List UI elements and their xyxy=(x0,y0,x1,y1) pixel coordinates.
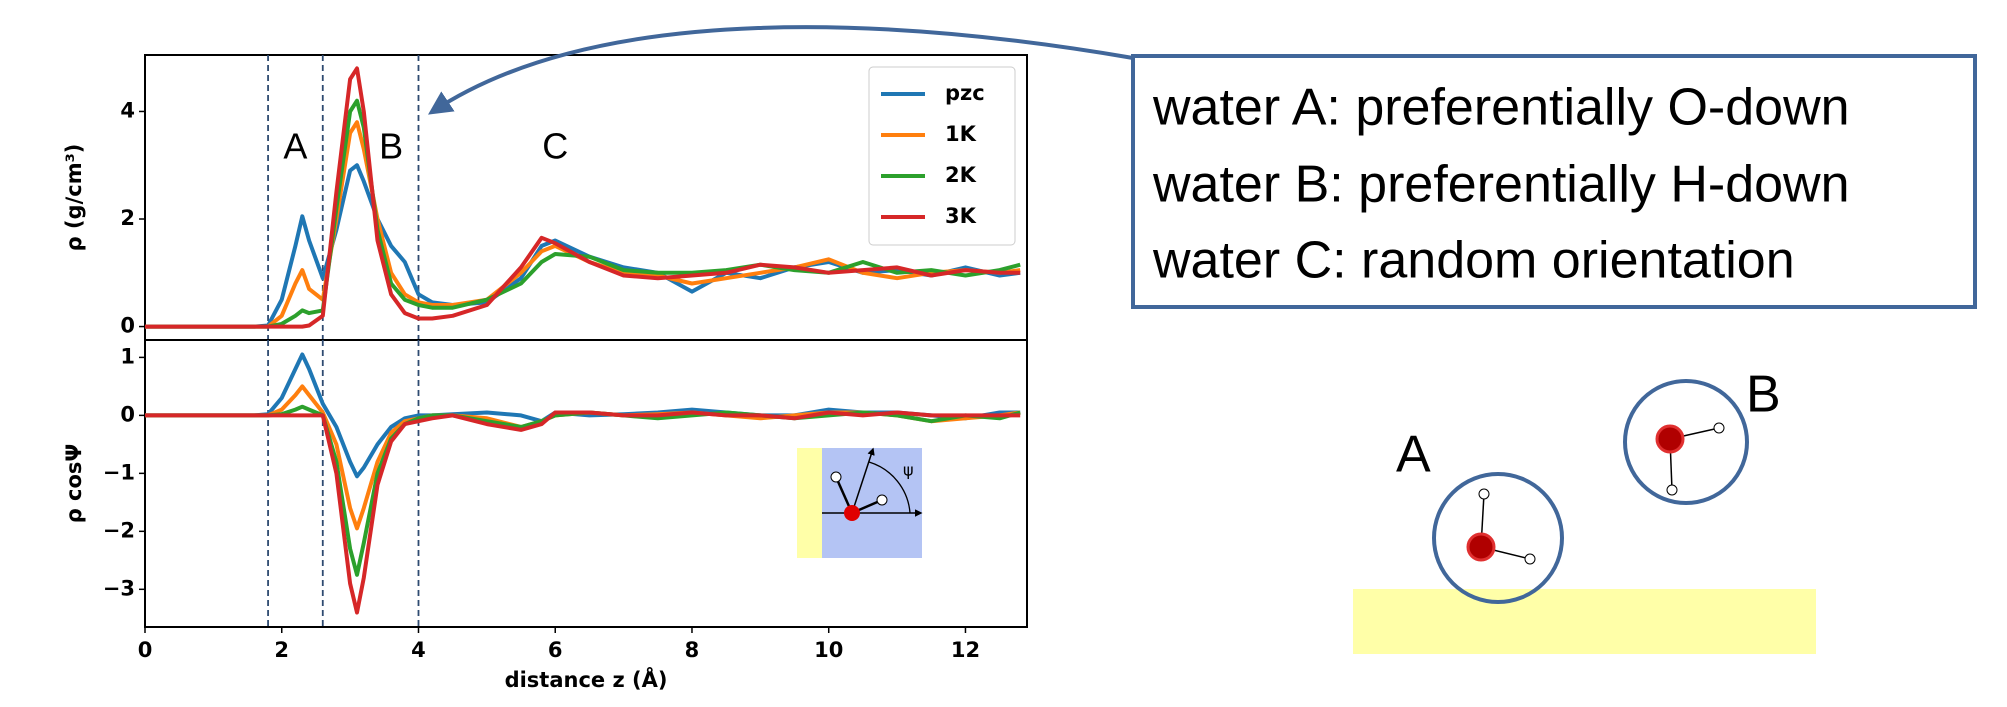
y-tick-label: 0 xyxy=(120,402,135,426)
y-tick-label: 1 xyxy=(120,344,135,368)
series-line xyxy=(145,410,1021,615)
y-axis-label: ρ cosΨ xyxy=(62,444,86,524)
diagram: A B xyxy=(1353,366,1816,654)
surface xyxy=(1353,589,1816,654)
callout-line: water A: preferentially O-down xyxy=(1152,79,1850,137)
y-axis-label: ρ (g/cm³) xyxy=(62,144,86,252)
region-label: C xyxy=(542,126,568,167)
callout-box xyxy=(1131,54,1977,309)
y-tick-label: 2 xyxy=(120,206,135,230)
oxygen xyxy=(1655,424,1685,454)
x-axis-label: distance z (Å) xyxy=(505,667,668,692)
legend-label: pzc xyxy=(945,81,985,105)
hydrogen xyxy=(1478,488,1490,500)
water-circle xyxy=(1623,379,1749,505)
callout-arrow xyxy=(428,25,1134,115)
series-line xyxy=(145,352,1021,479)
x-tick-label: 0 xyxy=(138,638,153,662)
y-tick-label: 4 xyxy=(120,98,135,122)
water-circle xyxy=(1432,472,1564,604)
hydrogen xyxy=(1666,484,1678,496)
axes-frame xyxy=(144,339,1028,628)
inset-h xyxy=(876,494,888,506)
x-tick-label: 4 xyxy=(411,638,426,662)
x-tick-label: 6 xyxy=(548,638,563,662)
x-tick-label: 8 xyxy=(685,638,700,662)
series-line xyxy=(145,66,1021,329)
water-label: A xyxy=(1396,426,1431,484)
inset-h xyxy=(830,471,842,483)
x-tick-label: 10 xyxy=(814,638,843,662)
x-tick-label: 12 xyxy=(951,638,980,662)
inset-surface xyxy=(797,448,822,558)
legend-box xyxy=(868,66,1016,246)
hydrogen xyxy=(1524,553,1536,565)
y-tick-label: −2 xyxy=(103,518,135,542)
region-label: B xyxy=(379,126,403,167)
inset: ψ xyxy=(797,447,923,558)
inset-o xyxy=(844,505,860,521)
water-label: B xyxy=(1746,366,1781,424)
x-tick-label: 2 xyxy=(274,638,289,662)
inset-dipole xyxy=(851,447,875,514)
callout-line: water C: random orientation xyxy=(1152,232,1795,290)
hydrogen xyxy=(1713,422,1725,434)
legend-label: 3K xyxy=(945,204,977,228)
y-tick-label: −3 xyxy=(103,576,135,600)
oxygen xyxy=(1466,532,1496,562)
region-label: A xyxy=(283,126,307,167)
inset-arc xyxy=(868,461,911,514)
y-tick-label: −1 xyxy=(103,460,135,484)
callout-line: water B: preferentially H-down xyxy=(1152,156,1850,214)
y-tick-label: 0 xyxy=(120,314,135,338)
inset-label: ψ xyxy=(903,461,914,480)
legend-label: 2K xyxy=(945,163,977,187)
legend-label: 1K xyxy=(945,122,977,146)
